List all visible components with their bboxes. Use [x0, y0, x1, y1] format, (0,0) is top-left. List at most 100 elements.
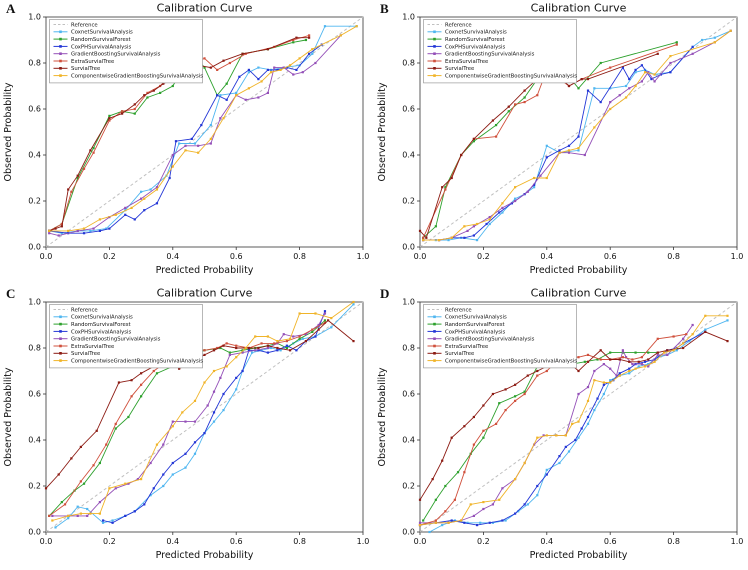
legend-label: RandomSurvivalForest — [445, 37, 505, 43]
series-marker — [92, 227, 95, 230]
series-marker — [450, 436, 453, 439]
series-marker — [691, 333, 694, 336]
series-marker — [586, 89, 590, 92]
series-marker — [615, 374, 618, 377]
series-marker — [228, 351, 231, 354]
series-marker — [266, 335, 269, 338]
series-marker — [434, 519, 437, 522]
series-marker — [586, 399, 590, 402]
series-marker — [79, 512, 82, 515]
series-marker — [422, 236, 425, 239]
panel-a: A Calibration Curve 0.0 0.2 0.4 0.6 0.8 1.0 0.0… — [0, 0, 374, 285]
series-marker — [241, 349, 244, 352]
series-marker — [162, 484, 165, 488]
legend-label: CoxPHSurvivalAnalysis — [445, 44, 506, 50]
series-marker — [593, 369, 596, 373]
series-marker — [257, 78, 260, 81]
series-marker — [488, 218, 491, 221]
series-marker — [352, 300, 355, 304]
legend-label: RandomSurvivalForest — [71, 37, 131, 43]
series-marker — [241, 52, 244, 55]
series-marker — [536, 94, 539, 97]
x-tick-label: 0.2 — [477, 537, 490, 546]
series-marker — [352, 303, 355, 306]
y-axis-label: Observed Probability — [377, 367, 388, 466]
series-marker — [203, 353, 206, 356]
series-marker — [114, 422, 117, 425]
series-marker — [314, 61, 317, 65]
series-marker — [292, 41, 295, 44]
series-marker — [225, 342, 228, 345]
series-marker — [54, 227, 57, 230]
series-marker — [536, 436, 539, 439]
legend-label: ExtraSurvialTree — [445, 344, 488, 350]
series-marker — [450, 176, 453, 180]
series-marker — [171, 473, 174, 476]
series-marker — [149, 461, 152, 465]
series-marker — [472, 514, 475, 517]
x-tick-label: 0.0 — [414, 252, 427, 261]
series-marker — [463, 471, 466, 474]
series-marker — [219, 376, 222, 379]
axes-box — [419, 301, 738, 533]
legend-sample-marker — [433, 52, 436, 55]
series-marker — [203, 349, 206, 352]
y-tick-label: 0.8 — [28, 59, 41, 68]
series-marker — [634, 71, 637, 74]
legend-sample-marker — [433, 59, 436, 63]
series-marker — [295, 68, 298, 71]
series-CoxnetSurvivalAnalysis — [428, 319, 729, 534]
series-marker — [491, 119, 495, 122]
series-marker — [685, 333, 688, 336]
series-marker — [124, 514, 127, 517]
series-marker — [89, 149, 92, 152]
x-axis: 0.0 0.2 0.4 0.6 0.8 1.0 — [414, 247, 743, 261]
series-marker — [285, 66, 289, 69]
series-marker — [482, 436, 485, 439]
series-marker — [257, 346, 260, 350]
series-marker — [133, 107, 136, 111]
x-tick-label: 0.8 — [293, 537, 306, 546]
y-axis-label: Observed Probability — [3, 82, 14, 181]
series-marker — [323, 321, 327, 324]
series-marker — [609, 381, 612, 384]
series-marker — [501, 211, 504, 214]
series-ComponentwiseGradientBoostingSurvivalAnalysis — [422, 29, 732, 242]
series-marker — [704, 330, 707, 333]
x-tick-label: 0.4 — [166, 537, 179, 546]
y-axis: 0.0 0.2 0.4 0.6 0.8 1.0 — [28, 298, 46, 537]
series-marker — [602, 392, 605, 396]
series-marker — [143, 209, 146, 212]
series-marker — [558, 455, 561, 458]
series-marker — [599, 358, 602, 361]
series-marker — [656, 351, 659, 354]
series-marker — [675, 41, 678, 44]
series-marker — [628, 360, 631, 363]
series-marker — [472, 140, 475, 143]
series-marker — [140, 372, 143, 375]
panel-b: B Calibration Curve 0.0 0.2 0.4 0.6 0.8 1.0 0.0… — [374, 0, 748, 285]
series-marker — [482, 507, 485, 511]
series-marker — [691, 52, 694, 55]
series-marker — [726, 314, 729, 317]
series-marker — [666, 349, 669, 352]
y-tick-label: 1.0 — [402, 298, 415, 307]
series-marker — [171, 461, 174, 465]
series-line — [49, 37, 310, 232]
series-marker — [219, 346, 222, 350]
series-marker — [193, 142, 197, 145]
series-marker — [200, 124, 203, 127]
series-marker — [577, 392, 580, 396]
series-marker — [514, 478, 517, 481]
series-marker — [269, 346, 273, 350]
series-marker — [504, 519, 507, 522]
series-line — [102, 311, 326, 524]
series-marker — [301, 71, 304, 74]
series-marker — [60, 501, 63, 504]
series-marker — [276, 68, 279, 71]
series-marker — [514, 197, 517, 200]
series-marker — [79, 445, 82, 448]
series-marker — [149, 494, 152, 497]
series-marker — [545, 369, 548, 373]
